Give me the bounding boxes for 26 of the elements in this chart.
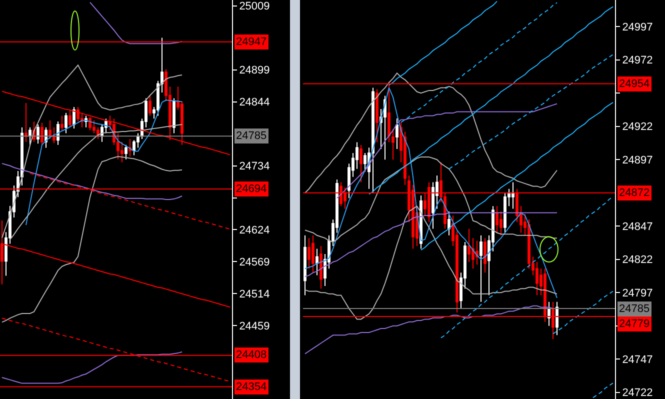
y-tick-label: 24847 — [622, 220, 653, 233]
y-tick-label: 24972 — [622, 54, 653, 67]
ref-line-label: 24779 — [619, 318, 650, 330]
y-tick-label: 24624 — [239, 224, 270, 237]
y-tick-label: 25009 — [239, 0, 270, 13]
ref-line-label: 24872 — [619, 187, 650, 199]
ref-line-label: 24354 — [236, 381, 267, 393]
y-tick-label: 24734 — [239, 160, 270, 173]
y-tick-label: 24822 — [622, 254, 653, 266]
y-tick-label: 24722 — [622, 387, 653, 399]
y-tick-label: 24459 — [239, 320, 270, 333]
ref-line-label: 24408 — [236, 349, 267, 361]
y-tick-label: 24899 — [239, 64, 270, 77]
ref-line-label: 24785 — [236, 130, 267, 142]
y-tick-label: 24844 — [239, 96, 270, 109]
y-tick-label: 24922 — [622, 121, 653, 134]
y-tick-label: 24747 — [622, 354, 653, 366]
ref-line-label: 24954 — [619, 78, 650, 90]
y-tick-label: 24797 — [622, 287, 653, 300]
y-tick-label: 24897 — [622, 154, 653, 166]
y-tick-label: 24997 — [622, 21, 653, 34]
ref-line-label: 24785 — [619, 303, 650, 315]
ref-line-label: 24694 — [236, 183, 267, 195]
y-tick-label: 24569 — [239, 256, 270, 269]
y-tick-label: 24514 — [239, 288, 270, 301]
ref-line-label: 24947 — [236, 36, 267, 48]
